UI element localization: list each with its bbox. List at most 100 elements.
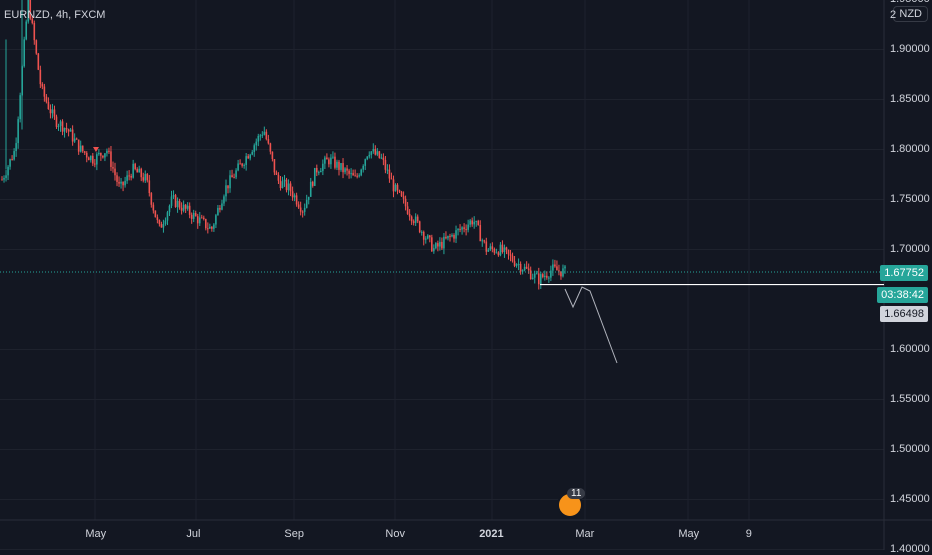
- candle-body: [391, 179, 393, 180]
- candle-body: [52, 109, 54, 113]
- candle-body: [40, 70, 42, 84]
- candle-body: [463, 227, 465, 229]
- candle-body: [431, 237, 433, 251]
- candle-body: [50, 109, 52, 113]
- candle-body: [100, 153, 102, 156]
- candle-body: [3, 178, 5, 180]
- projection-path: [565, 287, 617, 363]
- candle-body: [433, 248, 435, 251]
- time-tick-label: 9: [746, 528, 752, 540]
- last-price-tag: 1.67752: [880, 265, 928, 281]
- candle-body: [153, 205, 155, 211]
- candle-body: [346, 168, 348, 170]
- candle-body: [362, 166, 364, 170]
- candle-body: [486, 242, 488, 252]
- candle-body: [284, 180, 286, 182]
- candle-body: [227, 185, 229, 188]
- candle-body: [516, 264, 518, 265]
- currency-selector-button[interactable]: NZD: [893, 6, 928, 22]
- time-tick-label: May: [85, 528, 106, 540]
- candle-body: [82, 146, 84, 152]
- candle-body: [405, 199, 407, 207]
- candle-body: [165, 221, 167, 224]
- candle-body: [413, 221, 415, 223]
- candle-body: [308, 197, 310, 200]
- candle-body: [294, 195, 296, 197]
- candle-body: [492, 246, 494, 249]
- candle-body: [332, 157, 334, 158]
- candle-body: [508, 250, 510, 254]
- candle-body: [197, 216, 199, 223]
- candle-body: [36, 40, 38, 53]
- price-tick-label: 1.40000: [890, 543, 930, 555]
- candle-body: [144, 174, 146, 181]
- candle-body: [68, 129, 70, 131]
- candle-body: [312, 182, 314, 186]
- candle-body: [74, 139, 76, 142]
- candle-body: [417, 217, 419, 222]
- candle-body: [556, 266, 558, 270]
- candle-body: [211, 227, 213, 229]
- time-tick-label: 2021: [479, 528, 503, 540]
- candle-body: [429, 235, 431, 237]
- candle-body: [310, 182, 312, 197]
- candle-body: [314, 168, 316, 186]
- candle-body: [255, 142, 257, 146]
- candle-body: [132, 164, 134, 178]
- candle-body: [229, 175, 231, 188]
- candle-body: [475, 221, 477, 222]
- candle-body: [11, 159, 13, 160]
- candle-body: [64, 128, 66, 132]
- candle-body: [494, 249, 496, 253]
- candle-body: [439, 242, 441, 247]
- candle-body: [114, 169, 116, 176]
- candle-body: [375, 149, 377, 155]
- candle-body: [187, 206, 189, 209]
- candle-body: [90, 156, 92, 160]
- price-tick-label: 1.60000: [890, 343, 930, 355]
- candle-body: [217, 208, 219, 215]
- candle-body: [102, 156, 104, 158]
- candle-body: [7, 167, 9, 176]
- candle-body: [330, 158, 332, 165]
- candle-body: [78, 140, 80, 152]
- candle-body: [350, 173, 352, 174]
- candle-body: [298, 204, 300, 207]
- candle-body: [318, 172, 320, 173]
- candle-body: [142, 177, 144, 180]
- candle-body: [336, 162, 338, 168]
- candle-body: [465, 229, 467, 230]
- candle-body: [15, 143, 17, 151]
- candle-body: [342, 163, 344, 172]
- candle-body: [538, 273, 540, 284]
- candle-body: [526, 267, 528, 269]
- level-price-tag: 1.66498: [880, 306, 928, 322]
- candle-body: [344, 168, 346, 172]
- candle-body: [17, 119, 19, 143]
- candle-body: [189, 206, 191, 215]
- candle-body: [496, 252, 498, 253]
- candle-body: [221, 204, 223, 210]
- candle-body: [58, 126, 60, 127]
- candle-body: [534, 274, 536, 278]
- candle-body: [453, 235, 455, 239]
- candle-body: [25, 22, 27, 40]
- event-count: 11: [567, 488, 585, 499]
- time-tick-label: Mar: [575, 528, 594, 540]
- candle-body: [171, 196, 173, 205]
- candle-body: [356, 176, 358, 177]
- candle-body: [245, 156, 247, 165]
- event-badge[interactable]: 11: [557, 490, 583, 516]
- candle-body: [469, 220, 471, 224]
- candle-body: [106, 151, 108, 153]
- candle-body: [403, 196, 405, 199]
- candle-body: [540, 274, 542, 284]
- candle-body: [514, 261, 516, 266]
- candle-body: [259, 135, 261, 136]
- candle-body: [389, 170, 391, 179]
- candle-body: [13, 151, 15, 160]
- candle-body: [19, 95, 21, 119]
- candle-body: [266, 132, 268, 139]
- candle-body: [146, 174, 148, 180]
